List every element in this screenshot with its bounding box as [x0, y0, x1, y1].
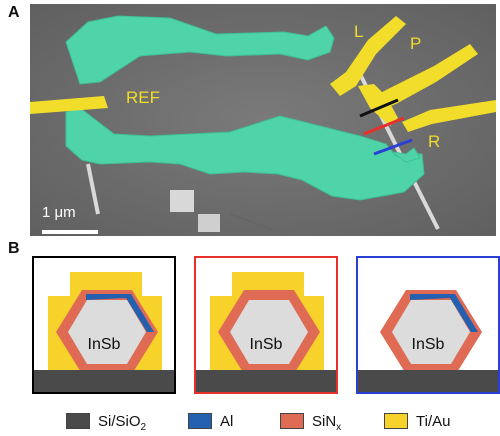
cross-section-red: InSb — [194, 256, 338, 394]
substrate — [196, 370, 336, 392]
substrate — [358, 370, 498, 392]
scale-bar-label: 1 μm — [42, 204, 76, 221]
legend-si-sio2: Si/SiO2 — [66, 410, 147, 433]
legend-text: Ti/Au — [416, 412, 451, 430]
legend-swatch — [188, 413, 212, 429]
insb-label: InSb — [87, 336, 121, 353]
insb-core — [230, 300, 308, 364]
cut-marker-blue — [373, 138, 413, 156]
al-layer — [86, 294, 154, 332]
legend-sub: x — [336, 421, 342, 433]
panel-letter-a: A — [8, 4, 20, 21]
pad-square — [170, 190, 194, 212]
sem-micrograph: REF L P R 1 μm — [30, 4, 496, 236]
legend-swatch — [66, 413, 90, 429]
cut-marker-red — [363, 116, 405, 136]
legend-text: Si/SiO — [98, 412, 141, 430]
cut-marker-black — [359, 98, 399, 118]
legend-sub: 2 — [140, 421, 147, 433]
insb-core — [392, 300, 470, 364]
cross-section-blue: InSb — [356, 256, 500, 394]
insb-label: InSb — [411, 336, 445, 353]
nanowire-left — [86, 163, 100, 215]
al-layer — [410, 294, 478, 332]
label-r: R — [428, 132, 441, 151]
legend-swatch — [280, 413, 304, 429]
insb-core — [68, 300, 146, 364]
teal-leads — [65, 15, 425, 201]
label-ref: REF — [126, 88, 160, 107]
label-p: P — [410, 34, 422, 53]
legend-text: SiN — [312, 412, 337, 430]
insb-label: InSb — [249, 336, 283, 353]
sem-image — [30, 4, 496, 236]
label-l: L — [354, 22, 364, 41]
pad-square — [198, 214, 220, 232]
legend-text: Al — [220, 412, 234, 430]
legend-al: Al — [188, 410, 233, 432]
cross-section-black: InSb — [32, 256, 176, 394]
substrate — [34, 370, 174, 392]
legend: Si/SiO2 Al SiNx Ti/Au — [0, 410, 500, 433]
legend-swatch — [384, 413, 408, 429]
panel-letter-b: B — [8, 240, 20, 257]
gold-leads — [30, 16, 496, 132]
legend-sinx: SiNx — [280, 410, 342, 433]
legend-ti-au: Ti/Au — [384, 410, 450, 432]
scale-bar — [42, 230, 98, 234]
